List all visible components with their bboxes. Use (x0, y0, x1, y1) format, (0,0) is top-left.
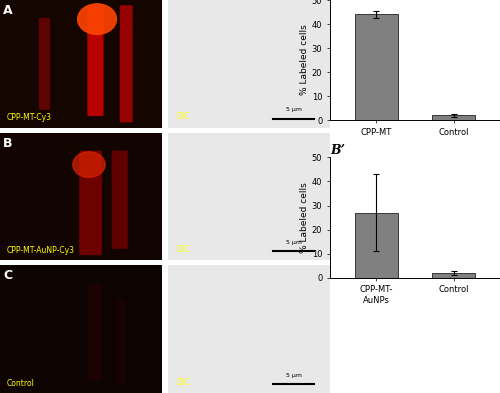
Text: B’: B’ (330, 144, 345, 158)
FancyBboxPatch shape (115, 299, 126, 384)
Circle shape (73, 152, 105, 177)
Bar (432, 116, 475, 120)
Circle shape (78, 4, 116, 35)
FancyBboxPatch shape (88, 5, 104, 116)
Text: 5 µm: 5 µm (286, 373, 302, 378)
Text: DIC: DIC (176, 378, 190, 387)
Text: C: C (3, 269, 13, 282)
Text: 5 µm: 5 µm (286, 107, 302, 112)
Bar (432, 273, 475, 278)
Bar (355, 15, 398, 120)
Text: B: B (3, 136, 13, 149)
Text: CPP-MT-Cy3: CPP-MT-Cy3 (6, 114, 52, 123)
Text: 5 µm: 5 µm (286, 240, 302, 245)
Text: DIC: DIC (176, 245, 190, 254)
Bar (355, 213, 398, 278)
FancyBboxPatch shape (112, 151, 128, 249)
Y-axis label: % Labeled cells: % Labeled cells (300, 25, 309, 95)
Text: Control: Control (6, 379, 34, 388)
Text: A: A (3, 4, 13, 17)
Text: CPP-MT-AuNP-Cy3: CPP-MT-AuNP-Cy3 (6, 246, 74, 255)
FancyBboxPatch shape (80, 151, 102, 255)
FancyBboxPatch shape (39, 18, 50, 110)
FancyBboxPatch shape (88, 283, 102, 382)
Text: DIC: DIC (176, 112, 190, 121)
FancyBboxPatch shape (120, 5, 132, 123)
Y-axis label: % Labeled cells: % Labeled cells (300, 182, 309, 253)
